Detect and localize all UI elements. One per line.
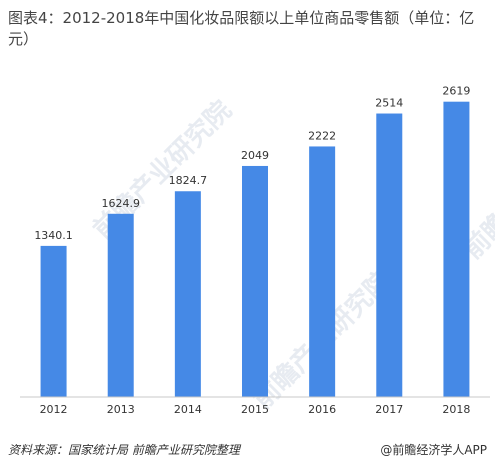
x-tick-label: 2017 bbox=[375, 403, 403, 416]
bar bbox=[40, 245, 67, 397]
x-tick-label: 2015 bbox=[241, 403, 269, 416]
bar bbox=[107, 213, 134, 397]
chart-title: 图表4：2012-2018年中国化妆品限额以上单位商品零售额（单位：亿元） bbox=[8, 9, 475, 48]
x-tick-label: 2016 bbox=[308, 403, 336, 416]
x-tick-label: 2013 bbox=[107, 403, 135, 416]
data-label: 2222 bbox=[308, 129, 336, 142]
data-label: 1824.7 bbox=[169, 174, 208, 187]
x-tick-label: 2018 bbox=[442, 403, 470, 416]
data-label: 2514 bbox=[375, 97, 403, 110]
x-tick-label: 2012 bbox=[40, 403, 68, 416]
data-label: 2049 bbox=[241, 149, 269, 162]
data-label: 2619 bbox=[442, 85, 470, 98]
source-note: 资料来源：国家统计局 前瞻产业研究院整理 bbox=[8, 443, 240, 457]
bar bbox=[242, 165, 268, 397]
data-label: 1624.9 bbox=[101, 197, 140, 210]
bar bbox=[376, 113, 403, 397]
x-tick-label: 2014 bbox=[174, 403, 202, 416]
bar bbox=[174, 191, 201, 397]
bar bbox=[443, 101, 470, 397]
data-label: 1340.1 bbox=[34, 229, 73, 242]
credit-note: @前瞻经济学人APP bbox=[380, 443, 487, 457]
bar bbox=[309, 146, 336, 397]
